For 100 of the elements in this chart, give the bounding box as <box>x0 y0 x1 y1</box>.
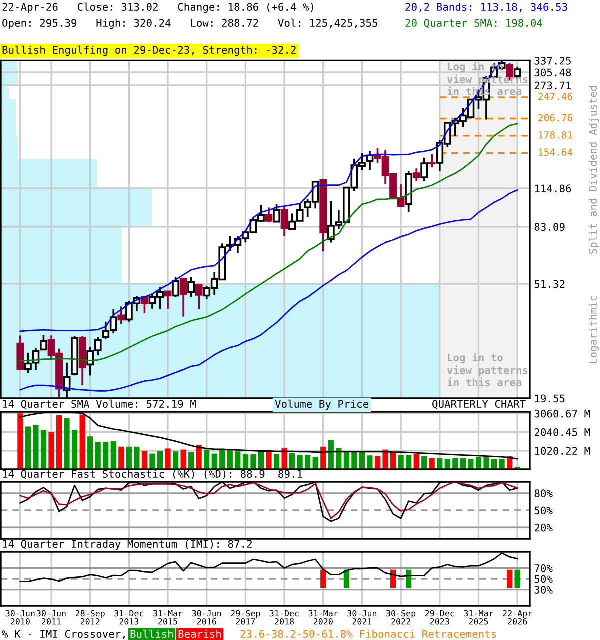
bar <box>188 452 194 470</box>
bar <box>422 456 428 470</box>
candlestick <box>420 157 428 182</box>
text: 23.6-38.2-50-61.8% Fibonacci Retracements <box>240 630 496 638</box>
bar <box>429 458 435 470</box>
bar <box>476 457 482 470</box>
chart-title: 14 Quarter SMA Volume: 572.19 M <box>3 400 196 410</box>
bar <box>398 455 404 470</box>
bar <box>80 414 86 470</box>
y-tick-label: 50% <box>534 575 553 584</box>
y-tick-label: 80% <box>534 490 553 498</box>
x-tick-label: 22-Apr 2026 <box>503 610 532 625</box>
ref-line-label: 178.81 <box>539 131 572 139</box>
bar <box>290 453 296 470</box>
text: 20 Quarter SMA: 198.04 <box>406 19 542 28</box>
y-tick-label: 30% <box>534 586 553 594</box>
bar <box>374 456 381 470</box>
x-tick-label: 29-Sep 2017 <box>231 610 260 625</box>
y-tick-label: 19.55 <box>535 394 565 403</box>
chart-title: 14 Quarter Intraday Momentum (IMI): 87.2 <box>3 540 252 550</box>
y-tick-label: 305.48 <box>534 68 572 77</box>
bar <box>250 454 256 470</box>
text: Volume By Price <box>275 400 368 410</box>
bar <box>48 432 54 470</box>
candlestick <box>164 290 172 310</box>
text: Bullish <box>130 630 173 638</box>
candlestick <box>172 276 180 298</box>
y-tick-label: 3060.67 M <box>534 410 590 418</box>
candlestick <box>195 284 203 310</box>
text: Bullish Engulfing on 29-Dec-23, Strength: -32.2 <box>2 46 296 56</box>
bar <box>134 446 140 470</box>
y-tick-label: 273.71 <box>534 82 572 90</box>
x-tick-label: 30-Jun 2010 <box>6 610 35 625</box>
bar <box>305 455 311 470</box>
x-tick-label: 31-Dec 2013 <box>114 610 144 625</box>
text: 20,2 Bands: 113.18, 346.53 <box>406 2 568 12</box>
annotation: Log in to view patterns in this area <box>447 352 528 386</box>
bar <box>406 455 412 470</box>
text: Split and Dividend Adjusted <box>588 86 600 254</box>
y-tick-label: 51.32 <box>534 280 565 288</box>
bar <box>242 454 248 470</box>
candlestick <box>280 205 288 237</box>
candlestick <box>188 276 196 298</box>
text: Logarithmic <box>588 296 600 364</box>
bar <box>165 448 171 470</box>
x-tick-label: 30-Sep 2022 <box>386 610 416 625</box>
text: 22-Apr-26 Close: 313.02 Change: 18.86 (+6.4 %) <box>2 2 314 14</box>
bar <box>56 415 62 470</box>
bar <box>103 442 109 470</box>
bar <box>282 448 288 470</box>
candlestick <box>141 295 148 314</box>
bar <box>95 442 101 470</box>
bar <box>118 446 124 470</box>
bar <box>25 426 31 470</box>
bar <box>266 451 272 470</box>
bar <box>88 436 94 470</box>
x-tick-label: 31-Mar 2015 <box>154 610 183 625</box>
bar <box>437 458 443 470</box>
y-tick-label: 337.25 <box>534 56 571 65</box>
bar <box>172 452 179 470</box>
x-tick-label: 28-Sep 2012 <box>76 610 105 625</box>
x-tick-label: 30-Jun 2016 <box>192 610 222 625</box>
chart-title: 14 Quarter Fast Stochastic (%K) (%D): 88.9 89.1 <box>3 470 302 480</box>
candlestick <box>40 334 48 352</box>
text: % K - IMI Crossover, <box>2 630 125 640</box>
bar <box>382 450 388 470</box>
ref-line-label: 154.64 <box>539 148 573 156</box>
y-tick-label: 50% <box>534 506 553 515</box>
x-tick-label: 30-Jun 2021 <box>348 610 377 625</box>
bar <box>204 450 210 470</box>
candlestick <box>118 306 126 326</box>
ref-line-label: 206.76 <box>538 114 572 122</box>
bar <box>452 458 458 470</box>
bar <box>150 454 156 470</box>
y-tick-label: 1020.22 M <box>535 447 590 456</box>
bar <box>110 441 116 470</box>
candlestick <box>180 278 188 318</box>
bar <box>344 452 350 470</box>
bar <box>328 440 334 470</box>
bar <box>157 451 164 470</box>
x-tick-label: 31-Dec 2018 <box>270 610 299 625</box>
x-tick-label: 30-Jun 2011 <box>37 610 66 625</box>
bar <box>484 457 490 470</box>
text: Open: 295.39 High: 320.24 Low: 288.72 Vol: 125,425,355 <box>2 18 378 30</box>
y-tick-label: 2040.45 M <box>534 428 590 436</box>
candlestick <box>265 206 273 224</box>
bar <box>352 452 358 470</box>
candlestick <box>273 204 280 224</box>
bar <box>142 451 148 470</box>
bar <box>414 454 420 470</box>
bar <box>367 456 373 470</box>
bar <box>126 446 132 470</box>
bar <box>468 459 474 470</box>
bar <box>460 458 466 470</box>
bar <box>72 430 78 470</box>
bar <box>499 459 505 470</box>
candlestick <box>428 154 436 168</box>
x-tick-label: 31-Mar 2020 <box>308 610 338 625</box>
text: Bearish <box>178 630 221 638</box>
bar <box>180 450 186 470</box>
